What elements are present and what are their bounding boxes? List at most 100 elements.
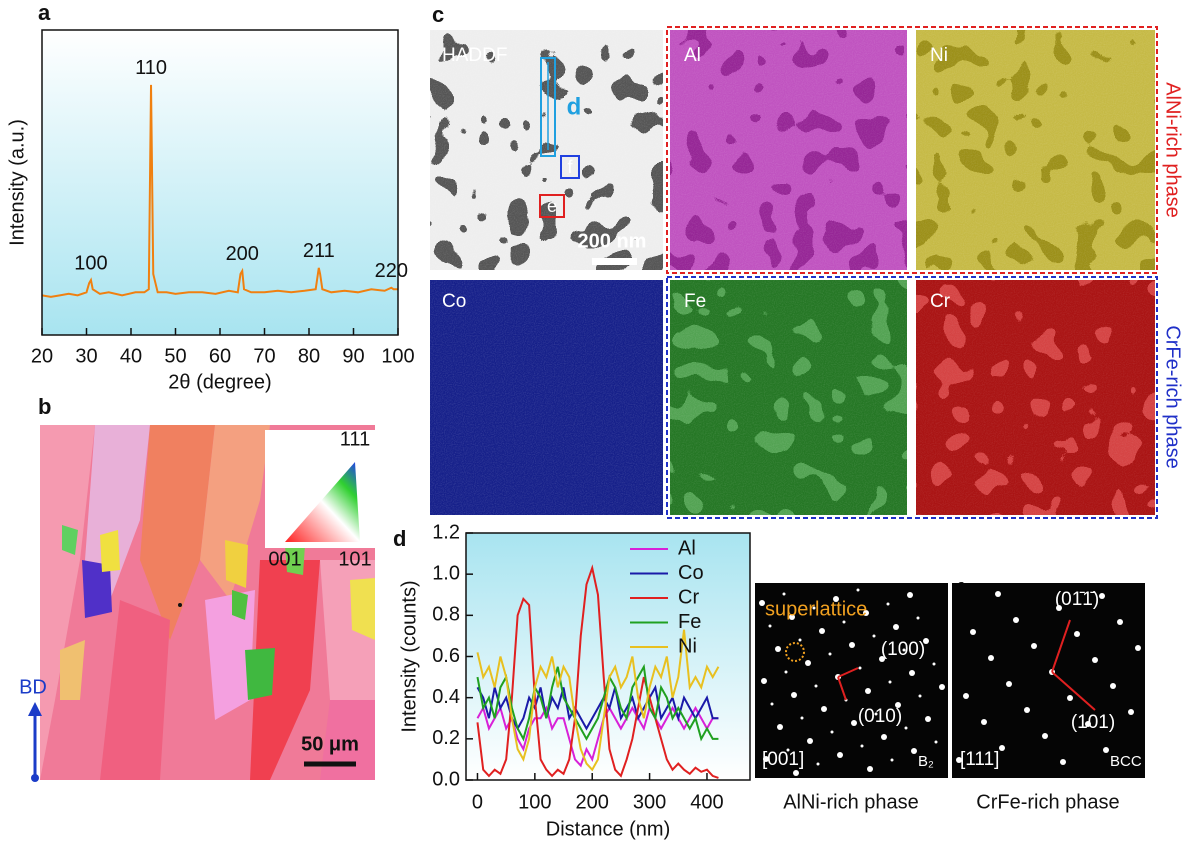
x-tick-label: 100	[518, 791, 551, 813]
spot	[865, 688, 871, 694]
box-label: e	[547, 196, 557, 216]
y-tick-label: 1.0	[432, 562, 460, 584]
spot	[917, 617, 920, 620]
panel-letter: d	[393, 526, 406, 551]
panel-letter: a	[38, 0, 51, 25]
structure-label: BCC	[1110, 753, 1142, 770]
group-label: CrFe-rich phase	[1162, 325, 1184, 468]
spot	[1013, 617, 1019, 623]
y-tick-label: 0.6	[432, 645, 460, 667]
group-label: AlNi-rich phase	[1162, 82, 1184, 218]
spot	[815, 685, 818, 688]
peak-label: 100	[74, 252, 107, 274]
spot	[981, 719, 987, 725]
x-axis-label: 2θ (degree)	[168, 371, 271, 393]
spot	[881, 734, 887, 740]
spot	[1117, 619, 1123, 625]
spot	[761, 678, 767, 684]
panel-letter: c	[432, 2, 444, 27]
spot	[1031, 643, 1037, 649]
x-tick-label: 50	[164, 345, 186, 367]
y-tick-label: 1.2	[432, 521, 460, 543]
spot	[857, 589, 860, 592]
spot	[939, 684, 945, 690]
scale-label: 200 nm	[578, 230, 647, 252]
spot	[851, 720, 857, 726]
x-tick-label: 0	[472, 791, 483, 813]
spot	[1060, 759, 1066, 765]
x-tick-label: 300	[633, 791, 666, 813]
peak-label: 220	[375, 260, 408, 282]
spot	[819, 628, 825, 634]
spot	[999, 745, 1005, 751]
ipf-label: 001	[268, 548, 301, 570]
x-tick-label: 60	[209, 345, 231, 367]
legend-label: Ni	[678, 635, 697, 657]
spot	[801, 717, 804, 720]
direction-label: BD	[19, 676, 47, 698]
x-tick-label: 70	[253, 345, 275, 367]
spot	[849, 642, 855, 648]
spot	[911, 748, 917, 754]
spot	[1006, 681, 1012, 687]
spot	[1110, 683, 1116, 689]
spot	[1092, 657, 1098, 663]
zone-label: [111]	[960, 749, 999, 770]
x-tick-label: 200	[576, 791, 609, 813]
spot	[829, 653, 832, 656]
spot	[837, 752, 843, 758]
map-label: Cr	[930, 291, 951, 312]
scale-label: 50 μm	[301, 733, 359, 755]
caption: CrFe-rich phase	[976, 791, 1119, 813]
zone-label: [001]	[762, 749, 804, 770]
note: superlattice	[765, 598, 867, 620]
spot-label: (101)	[1071, 712, 1115, 733]
spot	[891, 759, 894, 762]
spot	[777, 724, 783, 730]
spot	[1042, 733, 1048, 739]
spot	[793, 770, 799, 776]
spot	[807, 738, 813, 744]
eds-maps	[430, 27, 1157, 518]
spot	[771, 703, 774, 706]
y-axis-label: Intensity (counts)	[398, 580, 420, 732]
spot	[873, 635, 876, 638]
map-label: Al	[684, 45, 701, 66]
spot-label: (01̄1̄)	[1055, 589, 1099, 610]
spot	[925, 716, 931, 722]
panel-letter: b	[38, 394, 51, 419]
legend-label: Co	[678, 562, 704, 584]
spot	[887, 603, 890, 606]
x-tick-label: 90	[342, 345, 364, 367]
ipf-label: 101	[338, 548, 371, 570]
peak-label: 110	[135, 57, 167, 79]
spot	[769, 625, 772, 628]
x-tick-label: 100	[381, 345, 414, 367]
spot	[1024, 707, 1030, 713]
x-axis-label: Distance (nm)	[546, 818, 670, 840]
spot	[995, 591, 1001, 597]
spot	[907, 592, 913, 598]
spot	[785, 671, 788, 674]
spot	[867, 766, 873, 772]
plot-background	[42, 30, 398, 335]
map-label: Fe	[684, 291, 706, 312]
spot	[799, 639, 802, 642]
map-label: HADDF	[442, 45, 507, 66]
spot	[805, 660, 811, 666]
spot	[783, 593, 786, 596]
spot	[919, 695, 922, 698]
spot	[1099, 593, 1105, 599]
caption: AlNi-rich phase	[783, 791, 919, 813]
spot	[893, 624, 899, 630]
x-tick-label: 400	[690, 791, 723, 813]
spot	[988, 655, 994, 661]
x-tick-label: 30	[75, 345, 97, 367]
spot	[935, 741, 938, 744]
ebsd-map	[28, 425, 375, 782]
x-tick-label: 20	[31, 345, 53, 367]
peak-label: 211	[303, 240, 335, 262]
map-label: Co	[442, 291, 466, 312]
spot	[859, 667, 862, 670]
ipf-label: 111	[340, 428, 370, 450]
